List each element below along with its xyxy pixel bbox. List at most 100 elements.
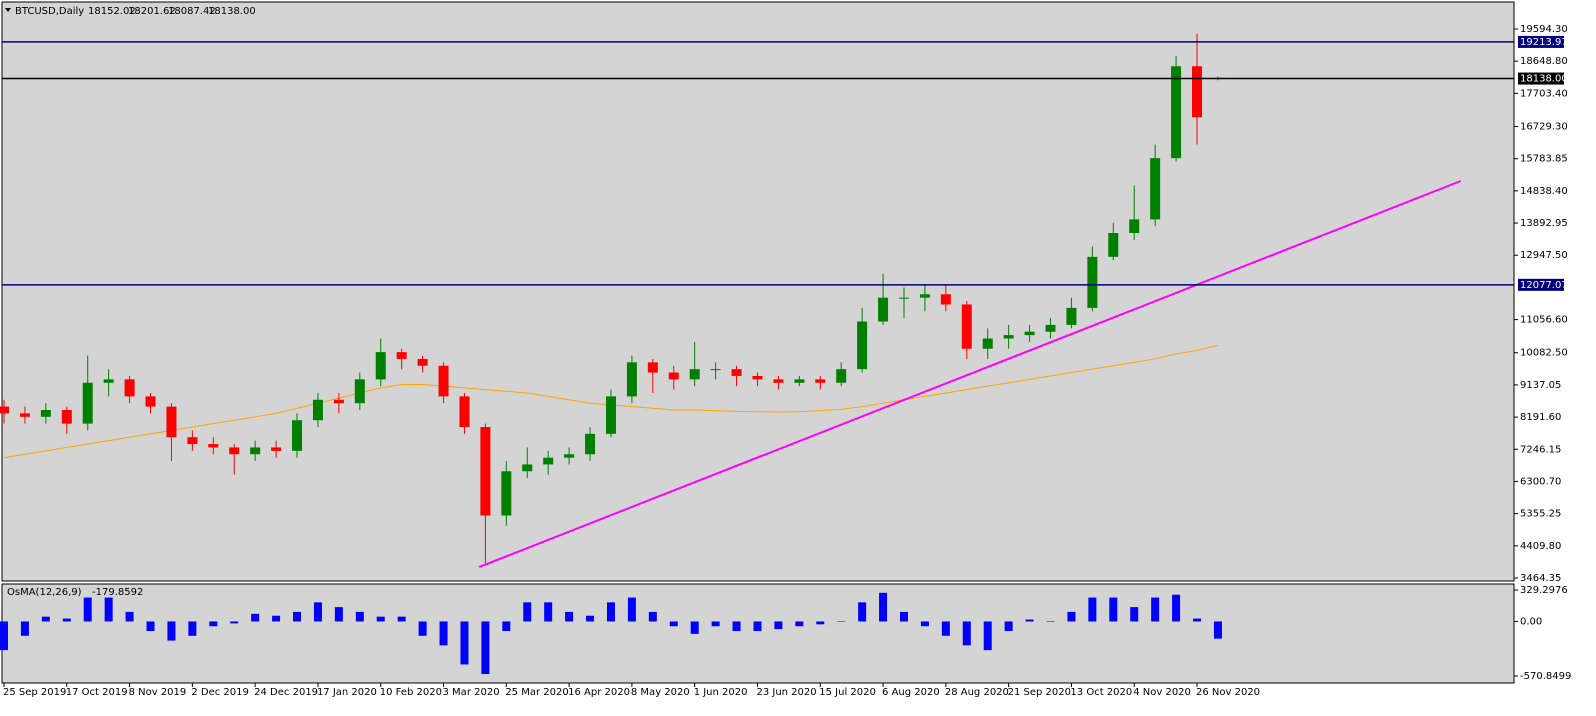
candle-body [522, 464, 533, 472]
candle-body [1171, 66, 1182, 159]
candle-body [1192, 66, 1203, 118]
histogram-bar [920, 621, 929, 627]
candle-body [396, 352, 407, 359]
histogram-bar [1151, 597, 1160, 622]
indicator-value: -179.8592 [92, 587, 143, 598]
histogram-bar [334, 607, 343, 622]
histogram-bar [983, 621, 992, 651]
histogram-bar [313, 602, 322, 622]
candle-body [815, 379, 826, 383]
histogram-bar [251, 613, 260, 622]
candle-body [940, 294, 951, 305]
histogram-bar [272, 615, 281, 622]
y-tick-label: 10082.50 [1520, 348, 1568, 359]
histogram-bar [753, 621, 762, 632]
histogram-bar [606, 602, 615, 622]
histogram-bar [376, 616, 385, 622]
histogram-bar [62, 618, 71, 622]
histogram-bar [648, 611, 657, 622]
histogram-bar [1109, 597, 1118, 622]
ohlc-high: 18201.62 [128, 6, 176, 17]
candle-body [480, 427, 491, 516]
y-tick-label: 13892.95 [1520, 218, 1568, 229]
candle-body [40, 409, 51, 417]
histogram-bar [627, 597, 636, 622]
histogram-bar [941, 621, 950, 636]
candle-body [1150, 158, 1161, 220]
candle-body [585, 433, 596, 455]
candle-body [731, 369, 742, 376]
candle-body [292, 420, 303, 451]
x-tick-label: 2 Dec 2019 [191, 687, 249, 698]
candle-body [438, 365, 449, 397]
candle-body [1066, 307, 1077, 325]
histogram-bar [837, 621, 846, 622]
y-tick-label: 14838.40 [1520, 186, 1568, 197]
y-tick-label: 15783.85 [1520, 154, 1568, 165]
x-tick-label: 13 Oct 2020 [1070, 687, 1132, 698]
candle-body [857, 321, 868, 370]
y-tick-label: 9137.05 [1520, 380, 1561, 391]
y-tick-label: -570.8499 [1520, 671, 1571, 682]
candle-body [124, 379, 135, 397]
symbol: BTCUSD,Daily [15, 6, 84, 17]
y-tick-label: 16729.30 [1520, 121, 1568, 132]
candle-body [878, 297, 889, 322]
histogram-bar [732, 621, 741, 632]
trendline [478, 180, 1462, 568]
candle-body [459, 396, 470, 428]
menu-arrow[interactable] [5, 8, 11, 12]
level-label-box [1518, 72, 1564, 85]
candle-body [61, 409, 72, 424]
candle-body [605, 396, 616, 434]
candle-body [208, 444, 219, 448]
x-tick-label: 1 Jun 2020 [694, 687, 748, 698]
ohlc-open: 18152.02 [88, 6, 136, 17]
x-tick-label: 8 May 2020 [631, 687, 690, 698]
x-tick-label: 26 Nov 2020 [1196, 687, 1260, 698]
candle-body [898, 297, 909, 299]
y-tick-label: 11056.60 [1520, 315, 1568, 326]
level-label: 12077.07 [1520, 280, 1568, 291]
candle-body [1045, 324, 1056, 332]
y-tick-label: 8191.60 [1520, 412, 1561, 423]
candle-body [250, 447, 261, 455]
ohlc-close: 18138.00 [208, 6, 256, 17]
histogram-bar [125, 611, 134, 622]
y-tick-label: 3464.35 [1520, 573, 1561, 584]
histogram-bar [355, 611, 364, 622]
histogram-bar [104, 597, 113, 622]
histogram-bar [1172, 594, 1181, 622]
histogram-bar [711, 621, 720, 627]
candle-body [982, 338, 993, 349]
y-tick-label: 6300.70 [1520, 476, 1561, 487]
y-tick-label: 19594.30 [1520, 24, 1568, 35]
candle-body [312, 399, 323, 421]
x-tick-label: 17 Jan 2020 [317, 687, 377, 698]
indicator-title: OsMA(12,26,9) [7, 587, 82, 598]
candle-body [0, 406, 9, 414]
histogram-bar [209, 621, 218, 627]
candle-body [689, 369, 700, 380]
candle-body [794, 379, 805, 383]
candle-body [564, 454, 575, 458]
level-label-box [1518, 278, 1564, 291]
histogram-bar [899, 611, 908, 622]
candle-body [501, 471, 512, 516]
histogram-bar [418, 621, 427, 636]
x-tick-label: 4 Nov 2020 [1133, 687, 1191, 698]
histogram-bar [879, 592, 888, 622]
candle-body [961, 304, 972, 349]
histogram-bar [167, 621, 176, 641]
histogram-bar [858, 602, 867, 622]
y-tick-label: 0.00 [1520, 616, 1542, 627]
histogram-bar [1213, 621, 1222, 639]
y-tick-label: 5355.25 [1520, 509, 1561, 520]
x-tick-label: 10 Feb 2020 [380, 687, 442, 698]
histogram-bar [669, 621, 678, 627]
candle-body [773, 379, 784, 383]
x-tick-label: 17 Oct 2019 [66, 687, 128, 698]
histogram-bar [481, 621, 490, 675]
histogram-bar [586, 615, 595, 622]
